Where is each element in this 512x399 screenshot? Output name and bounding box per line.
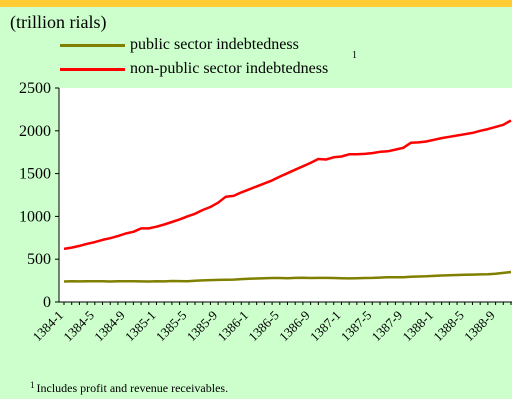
x-tick-label: 1384-9 [91,308,128,345]
x-tick-label: 1386-1 [214,308,251,345]
x-axis: 1384-11384-51384-91385-11385-51385-91386… [29,301,512,345]
y-tick-label: 2500 [19,80,51,97]
footnote: 1 Includes profit and revenue receivables… [30,380,228,396]
legend-label-public: public sector indebtedness [130,36,299,53]
x-tick-label: 1388-9 [461,308,498,345]
x-tick-label: 1384-5 [60,308,97,345]
legend-swatch-non-public [60,68,125,71]
y-tick-label: 0 [43,294,51,311]
x-tick-label: 1385-5 [153,308,190,345]
y-tick-label: 1500 [19,166,51,183]
plot-area [59,88,512,302]
x-tick-label: 1386-5 [245,308,282,345]
top-accent-bar [0,0,512,7]
x-tick-label: 1387-1 [307,308,344,345]
series-line-public [63,270,512,283]
x-tick-label: 1388-1 [399,308,436,345]
y-axis: 0 500 1000 1500 2000 2500 [19,80,60,311]
x-tick-label: 1386-9 [276,308,313,345]
series-layer [63,119,512,283]
x-tick-label: 1385-9 [184,308,221,345]
legend-swatch-public [60,44,125,47]
footnote-marker: 1 [30,380,35,390]
x-tick-label: 1388-5 [430,308,467,345]
y-tick-label: 500 [27,251,51,268]
legend-label-non-public: non-public sector indebtedness [130,60,329,77]
legend-superscript: 1 [352,50,357,61]
y-tick-label: 1000 [19,208,51,225]
series-line-non-public [63,119,512,251]
y-tick-label: 2000 [19,123,51,140]
x-tick-label: 1385-1 [122,308,159,345]
unit-label: (trillion rials) [10,12,107,32]
x-tick-label: 1387-9 [369,308,406,345]
footnote-text: Includes profit and revenue receivables. [36,381,229,395]
x-tick-label: 1384-1 [29,308,66,345]
x-tick-label: 1387-5 [338,308,375,345]
